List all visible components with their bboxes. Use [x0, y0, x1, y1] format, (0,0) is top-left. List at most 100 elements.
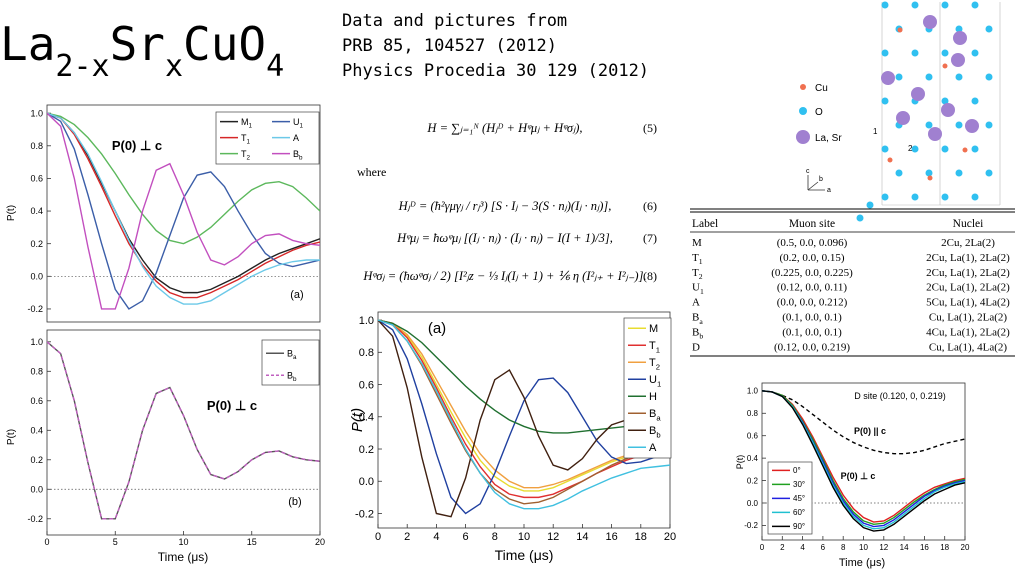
table-cell: A: [692, 297, 700, 309]
oxygen-atom: [881, 145, 889, 153]
oxygen-atom: [911, 49, 919, 57]
y-tick-label: 0.6: [747, 432, 759, 441]
y-tick-label: 0.8: [30, 366, 43, 376]
table-cell: (0.225, 0.0, 0.225): [771, 267, 853, 279]
x-tick-label: 6: [463, 531, 469, 543]
x-tick-label: 20: [961, 543, 970, 552]
y-tick-label: 0.2: [747, 476, 759, 485]
x-tick-label: 10: [859, 543, 868, 552]
equation-number: (8): [643, 269, 657, 283]
cu-atom: [962, 147, 968, 153]
legend-label: Bb: [649, 425, 661, 439]
table-cell: (0.1, 0.0, 0.1): [782, 326, 842, 338]
reference: Data and pictures from: [342, 11, 567, 31]
y-tick-label: 0.4: [30, 425, 43, 435]
legend-text: O: [815, 107, 823, 118]
annotation: (a): [290, 289, 303, 301]
series-line: [762, 390, 965, 523]
chart: -0.2 0.0 0.2 0.4 0.6 0.8 1.0 P(t) P(0) ⊥ c (a) M1 T…: [6, 104, 321, 323]
y-tick-label: 0.4: [747, 454, 759, 463]
series-line: [47, 112, 320, 310]
annotation: P(0) ⊥ c: [841, 471, 876, 481]
equation-number: (6): [643, 199, 657, 213]
x-tick-label: 0: [760, 543, 765, 552]
x-tick-label: 8: [841, 543, 846, 552]
title-part: La: [0, 17, 55, 71]
table-cell: (0.0, 0.0, 0.212): [777, 297, 848, 309]
y-tick-label: 0.2: [30, 455, 43, 465]
annotation: D site (0.120, 0, 0.219): [854, 391, 946, 401]
table-cell: 5Cu, La(1), 4La(2): [926, 297, 1010, 309]
table-cell: (0.5, 0.0, 0.096): [777, 237, 848, 249]
oxygen-atom: [856, 214, 864, 222]
la-atom: [911, 87, 925, 101]
oxygen-atom: [941, 145, 949, 153]
oxygen-atom: [881, 1, 889, 9]
x-tick-label: 6: [821, 543, 826, 552]
x-tick-label: 14: [900, 543, 909, 552]
oxygen-atom: [985, 121, 993, 129]
legend-label: Ba: [649, 408, 661, 422]
series-line: [47, 341, 320, 520]
legend-atom: [796, 130, 810, 144]
y-axis-label: P(t): [349, 408, 366, 432]
table-cell: Bb: [692, 326, 703, 340]
table-cell: (0.12, 0.0, 0.219): [774, 341, 850, 353]
y-tick-label: 0.2: [30, 239, 43, 249]
x-tick-label: 10: [518, 531, 530, 543]
oxygen-atom: [881, 97, 889, 105]
equation-number: (7): [643, 231, 657, 245]
la-atom: [941, 103, 955, 117]
table-cell: 4Cu, La(1), 2La(2): [926, 326, 1010, 338]
y-tick-label: 1.0: [30, 337, 43, 347]
oxygen-atom: [895, 169, 903, 177]
y-tick-label: 0.4: [30, 206, 43, 216]
x-tick-label: 18: [635, 531, 647, 543]
x-tick-label: 5: [113, 537, 118, 547]
legend-label: 45°: [793, 494, 805, 503]
oxygen-atom: [881, 49, 889, 57]
x-tick-label: 14: [576, 531, 588, 543]
la-atom: [923, 15, 937, 29]
annotation: (a): [428, 320, 446, 337]
legend-label: U1: [293, 117, 304, 130]
x-tick-label: 15: [247, 537, 257, 547]
y-tick-label: 1.0: [30, 108, 43, 118]
y-tick-label: 0.4: [359, 412, 374, 424]
la-atom: [881, 71, 895, 85]
table-cell: T1: [692, 252, 703, 266]
oxygen-atom: [971, 1, 979, 9]
legend-label: 90°: [793, 522, 805, 531]
table-cell: (0.2, 0.0, 0.15): [779, 252, 844, 264]
y-tick-label: 0.8: [359, 347, 374, 359]
oxygen-atom: [985, 25, 993, 33]
table-cell: Ba: [692, 312, 703, 326]
series-line: [378, 319, 670, 434]
y-tick-label: 0.8: [747, 409, 759, 418]
title-subscript: 2-x: [55, 49, 109, 84]
axis-label: a: [827, 187, 831, 194]
x-tick-label: 12: [547, 531, 559, 543]
series-line: [47, 112, 320, 294]
oxygen-atom: [955, 121, 963, 129]
oxygen-atom: [911, 145, 919, 153]
legend-label: Bb: [293, 149, 303, 162]
oxygen-atom: [971, 193, 979, 201]
oxygen-atom: [911, 1, 919, 9]
legend-label: M1: [241, 117, 253, 130]
table-cell: D: [692, 341, 700, 353]
series-line: [47, 112, 320, 305]
cu-atom: [887, 157, 893, 163]
site-label: 2: [908, 144, 913, 153]
legend-text: Cu: [815, 83, 828, 94]
legend-label: U1: [649, 374, 661, 388]
y-tick-label: 0.0: [747, 499, 759, 508]
y-tick-label: 0.2: [359, 444, 374, 456]
oxygen-atom: [895, 73, 903, 81]
oxygen-atom: [911, 193, 919, 201]
x-tick-label: 16: [920, 543, 929, 552]
x-tick-label: 2: [404, 531, 410, 543]
series-line: [762, 390, 965, 455]
